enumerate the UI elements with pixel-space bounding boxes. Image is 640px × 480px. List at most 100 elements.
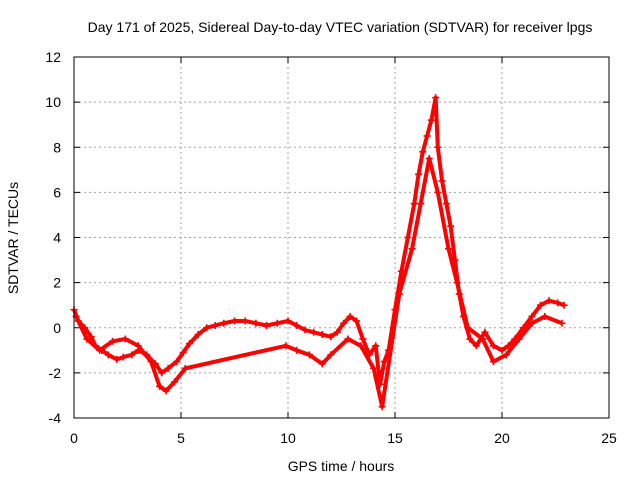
data-point-marker [560,301,568,309]
data-point-marker [479,335,487,343]
data-point-marker [344,335,352,343]
data-point-marker [410,200,418,208]
data-point-marker [162,387,170,395]
data-point-marker [545,297,553,305]
data-point-marker [423,132,431,140]
x-tick-label: 5 [177,430,185,446]
data-point-marker [558,319,566,327]
data-point-marker [427,116,435,124]
data-point-marker [442,200,450,208]
data-point-marker [472,342,480,350]
series-trace [72,95,565,387]
data-point-marker [327,333,335,341]
x-tick-label: 10 [280,430,296,446]
data-point-marker [541,312,549,320]
data-point-marker [252,319,260,327]
chart-title: Day 171 of 2025, Sidereal Day-to-day VTE… [88,19,593,35]
data-point-marker [408,245,416,253]
data-point-marker [380,358,388,366]
data-point-marker [158,369,166,377]
data-point-marker [293,321,301,329]
data-point-marker [352,317,360,325]
data-point-marker [173,358,181,366]
data-point-marker [179,349,187,357]
data-point-marker [528,319,536,327]
data-point-marker [372,342,380,350]
y-tick-label: 8 [53,139,61,155]
data-point-marker [434,188,442,196]
data-point-marker [87,333,95,341]
data-point-marker [282,342,290,350]
x-axis-label: GPS time / hours [288,458,395,474]
y-axis-label: SDTVAR / TECUs [5,182,21,294]
x-tick-labels: 0 5 10 15 20 25 [70,430,617,446]
data-point-marker [305,351,313,359]
data-point-marker [194,331,202,339]
data-point-marker [164,364,172,372]
data-point-marker [370,364,378,372]
y-tick-label: 0 [53,320,61,336]
x-tick-label: 15 [387,430,403,446]
grid [74,57,609,418]
x-tick-label: 0 [70,430,78,446]
data-point-marker [346,312,354,320]
data-point-marker [425,155,433,163]
data-point-marker [333,328,341,336]
data-point-marker [211,321,219,329]
data-point-marker [134,342,142,350]
x-tick-label: 20 [494,430,510,446]
data-point-marker [318,360,326,368]
data-point-marker [432,94,440,102]
plot-frame [73,56,610,419]
data-point-marker [419,148,427,156]
data-point-marker [438,177,446,185]
data-point-marker [498,346,506,354]
data-point-marker [318,331,326,339]
data-point-marker [186,340,194,348]
data-point-marker [417,200,425,208]
data-points [70,94,568,411]
data-point-marker [515,335,523,343]
data-point-marker [273,319,281,327]
y-tick-label: -2 [49,365,62,381]
data-point-marker [466,335,474,343]
data-point-marker [96,346,104,354]
data-point-marker [537,301,545,309]
data-point-marker [147,358,155,366]
y-tick-label: -4 [49,410,62,426]
data-point-marker [327,351,335,359]
data-point-marker [121,335,129,343]
data-point-marker [301,326,309,334]
data-point-marker [203,324,211,332]
data-point-marker [395,290,403,298]
data-point-marker [128,351,136,359]
data-point-marker [310,328,318,336]
data-point-marker [528,312,536,320]
data-point-marker [109,337,117,345]
data-point-marker [340,319,348,327]
y-tick-label: 12 [45,49,61,65]
data-point-marker [504,342,512,350]
y-tick-labels: -4 -2 0 2 4 6 8 10 12 [45,49,61,426]
data-point-marker [113,355,121,363]
data-point-marker [359,335,367,343]
data-point-marker [453,279,461,287]
data-point-marker [445,245,452,253]
data-point-marker [489,342,497,350]
y-tick-label: 2 [53,275,61,291]
data-point-marker [231,317,238,325]
data-point-marker [415,170,423,178]
data-point-marker [263,321,271,329]
x-tick-label: 25 [601,430,617,446]
y-tick-label: 10 [45,94,61,110]
data-point-marker [404,234,412,241]
data-point-marker [554,299,562,307]
data-point-marker [502,351,510,359]
y-tick-label: 6 [53,184,61,200]
data-point-marker [119,353,127,361]
data-point-marker [378,403,386,411]
data-point-marker [293,346,301,354]
data-point-marker [357,342,365,350]
data-point-marker [171,378,179,386]
